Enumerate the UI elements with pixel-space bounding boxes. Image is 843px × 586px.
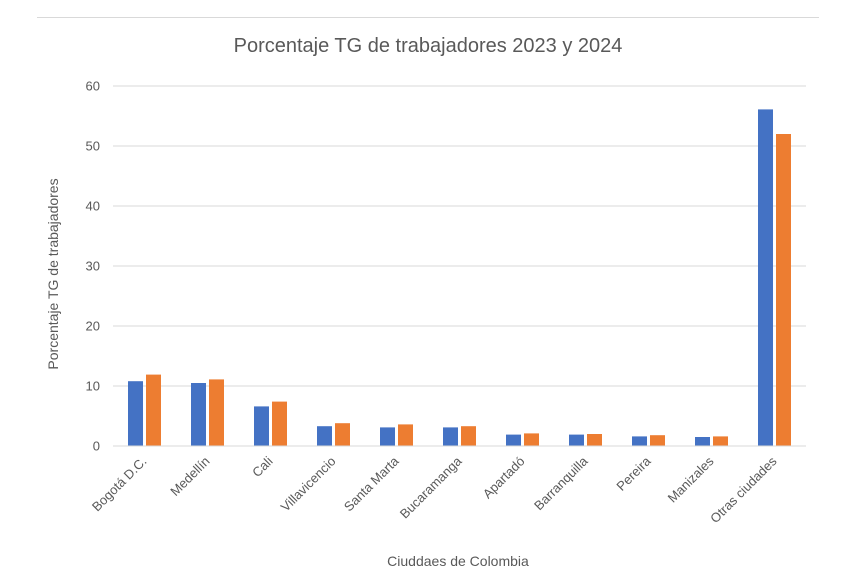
bar-series-2	[776, 134, 791, 446]
bar-series-2	[209, 379, 224, 446]
bar-series-1	[443, 427, 458, 446]
y-tick-labels: 0 10 20 30 40 50 60	[86, 79, 100, 454]
bar-series-2	[461, 426, 476, 446]
bar-series-2	[587, 434, 602, 446]
frame-border	[37, 17, 819, 18]
bar-series-1	[506, 434, 521, 446]
bar-series-2	[524, 433, 539, 446]
y-tick-label: 20	[86, 319, 100, 334]
bar-series-2	[272, 401, 287, 446]
bar-series-2	[650, 435, 665, 446]
x-tick-label: Manizales	[665, 453, 717, 505]
x-tick-labels: Bogotá D.C. Medellín Cali Villavicencio Sant…	[89, 453, 780, 526]
chart-title: Porcentaje TG de trabajadores 2023 y 202…	[234, 35, 623, 57]
x-tick-label: Cali	[249, 453, 276, 480]
x-tick-label: Otras ciudades	[707, 453, 780, 526]
x-tick-label: Barranquilla	[531, 453, 591, 513]
y-tick-label: 30	[86, 259, 100, 274]
x-tick-label: Santa Marta	[341, 453, 402, 514]
x-tick-label: Villavicencio	[278, 454, 339, 515]
x-tick-label: Medellín	[167, 454, 212, 499]
y-tick-label: 10	[86, 379, 100, 394]
bar-series-2	[398, 424, 413, 446]
bar-series-1	[191, 383, 206, 446]
y-tick-label: 50	[86, 139, 100, 154]
bar-series-1	[695, 437, 710, 446]
bar-series-1	[254, 406, 269, 446]
bars-group	[128, 109, 791, 447]
x-tick-label: Apartadó	[480, 454, 528, 502]
y-tick-label: 40	[86, 199, 100, 214]
y-tick-label: 0	[93, 439, 100, 454]
bar-series-2	[713, 436, 728, 446]
y-tick-label: 60	[86, 79, 100, 94]
x-tick-label: Bucaramanga	[397, 453, 465, 521]
bar-series-2	[335, 423, 350, 446]
x-axis-title: Ciuddaes de Colombia	[387, 553, 529, 569]
bar-series-1	[758, 109, 773, 447]
bar-series-2	[146, 374, 161, 446]
bar-series-1	[317, 426, 332, 446]
bar-series-1	[632, 436, 647, 446]
x-tick-label: Bogotá D.C.	[89, 454, 150, 515]
y-axis-title: Porcentaje TG de trabajadores	[45, 178, 61, 369]
gridlines	[113, 85, 806, 387]
bar-series-1	[569, 434, 584, 446]
bar-series-1	[380, 427, 395, 446]
x-tick-label: Pereira	[613, 453, 654, 494]
bar-series-1	[128, 381, 143, 446]
